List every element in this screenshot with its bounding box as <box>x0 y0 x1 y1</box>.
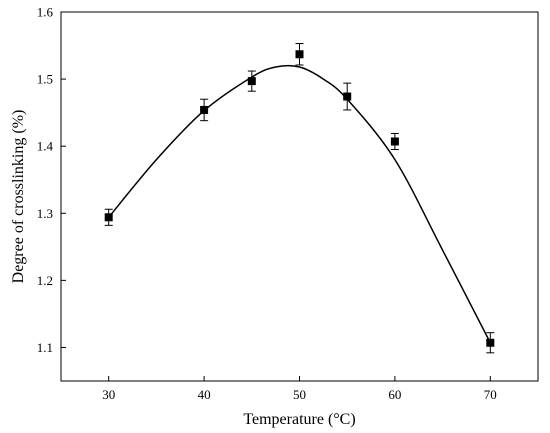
y-tick-label: 1.4 <box>37 139 54 154</box>
y-tick-label: 1.1 <box>37 340 53 355</box>
data-point <box>295 43 304 66</box>
y-tick-label: 1.2 <box>37 273 53 288</box>
data-point <box>343 82 352 111</box>
data-point <box>104 208 113 226</box>
y-tick-label: 1.5 <box>37 72 53 87</box>
x-tick-label: 40 <box>198 387 211 402</box>
data-point <box>390 132 399 151</box>
x-tick-label: 70 <box>484 387 497 402</box>
x-axis-title: Temperature (°C) <box>243 411 355 428</box>
fit-curve <box>108 64 491 344</box>
x-tick-label: 50 <box>293 387 306 402</box>
y-tick-label: 1.3 <box>37 206 53 221</box>
square-marker <box>390 137 399 146</box>
data-point <box>486 332 495 354</box>
square-marker <box>295 50 304 59</box>
y-tick-label: 1.6 <box>37 5 54 20</box>
square-marker <box>200 105 209 114</box>
x-tick-label: 30 <box>102 387 115 402</box>
square-marker <box>486 338 495 347</box>
data-point <box>247 70 256 92</box>
data-point <box>200 98 209 122</box>
square-marker <box>247 77 256 86</box>
x-tick-label: 60 <box>388 387 401 402</box>
y-axis-title: Degree of crosslinking (%) <box>10 110 27 284</box>
y-axis-ticks: 1.1 1.2 1.3 1.4 1.5 1.6 <box>37 5 66 355</box>
data-points <box>104 43 495 354</box>
x-axis-ticks: 30 40 50 60 70 <box>102 376 497 402</box>
square-marker <box>104 213 113 222</box>
square-marker <box>343 92 352 101</box>
